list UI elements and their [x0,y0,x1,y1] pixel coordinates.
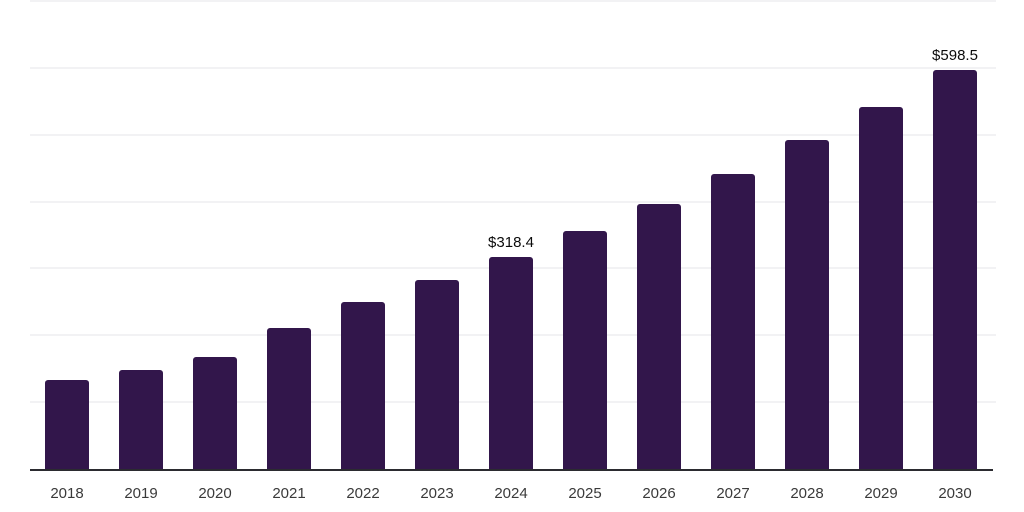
bar-2027[interactable] [711,173,755,470]
x-axis-label: 2022 [346,485,380,502]
bar-2022[interactable] [341,301,385,470]
bar-2018[interactable] [45,379,89,470]
x-axis-label: 2018 [50,485,84,502]
bar-2021[interactable] [267,327,311,470]
x-axis-label: 2019 [124,485,158,502]
gridline [30,200,996,203]
gridline [30,66,996,69]
x-axis-labels: 2018 2019 2020 2021 2022 2023 2024 2025 2026 2027… [30,485,996,505]
x-axis-line [30,469,993,471]
x-axis-label: 2021 [272,485,306,502]
x-axis-label: 2027 [716,485,750,502]
gridline [30,133,996,136]
x-axis-label: 2025 [568,485,602,502]
bar-2030[interactable] [933,69,977,470]
bar-value-label: $318.4 [488,234,534,252]
bar-2024[interactable] [489,257,533,470]
x-axis-label: 2028 [790,485,824,502]
bar-2020[interactable] [193,356,237,470]
bar-value-label: $598.5 [932,46,978,64]
bar-2025[interactable] [563,230,607,470]
x-axis-label: 2029 [864,485,898,502]
bar-2029[interactable] [859,106,903,470]
x-axis-label: 2023 [420,485,454,502]
bar-2019[interactable] [119,370,163,470]
x-axis-label: 2026 [642,485,676,502]
x-axis-label: 2030 [938,485,972,502]
bar-2028[interactable] [785,140,829,470]
plot-area: $318.4 $598.5 [30,0,996,470]
x-axis-label: 2020 [198,485,232,502]
gridline [30,0,996,2]
x-axis-label: 2024 [494,485,528,502]
bar-2026[interactable] [637,203,681,470]
bar-2023[interactable] [415,279,459,470]
